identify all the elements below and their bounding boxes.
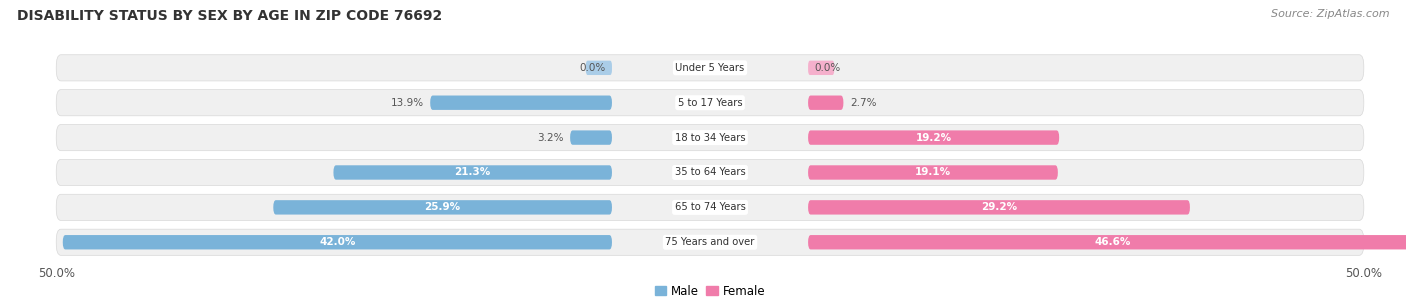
FancyBboxPatch shape bbox=[808, 95, 844, 110]
FancyBboxPatch shape bbox=[56, 55, 1364, 81]
Text: 13.9%: 13.9% bbox=[391, 98, 423, 108]
Text: Under 5 Years: Under 5 Years bbox=[675, 63, 745, 73]
FancyBboxPatch shape bbox=[808, 130, 1059, 145]
Text: 46.6%: 46.6% bbox=[1095, 237, 1130, 247]
Text: 65 to 74 Years: 65 to 74 Years bbox=[675, 202, 745, 212]
Text: 19.2%: 19.2% bbox=[915, 133, 952, 143]
Text: 42.0%: 42.0% bbox=[319, 237, 356, 247]
Text: 29.2%: 29.2% bbox=[981, 202, 1017, 212]
FancyBboxPatch shape bbox=[56, 194, 1364, 220]
Text: 5 to 17 Years: 5 to 17 Years bbox=[678, 98, 742, 108]
FancyBboxPatch shape bbox=[333, 165, 612, 180]
FancyBboxPatch shape bbox=[569, 130, 612, 145]
FancyBboxPatch shape bbox=[273, 200, 612, 215]
Text: 19.1%: 19.1% bbox=[915, 168, 950, 178]
FancyBboxPatch shape bbox=[430, 95, 612, 110]
FancyBboxPatch shape bbox=[808, 60, 834, 75]
Text: Source: ZipAtlas.com: Source: ZipAtlas.com bbox=[1271, 9, 1389, 19]
Text: 25.9%: 25.9% bbox=[425, 202, 461, 212]
FancyBboxPatch shape bbox=[808, 200, 1189, 215]
FancyBboxPatch shape bbox=[586, 60, 612, 75]
Text: 75 Years and over: 75 Years and over bbox=[665, 237, 755, 247]
Text: 21.3%: 21.3% bbox=[454, 168, 491, 178]
Legend: Male, Female: Male, Female bbox=[650, 280, 770, 302]
FancyBboxPatch shape bbox=[808, 165, 1057, 180]
FancyBboxPatch shape bbox=[56, 229, 1364, 255]
FancyBboxPatch shape bbox=[56, 159, 1364, 185]
FancyBboxPatch shape bbox=[56, 125, 1364, 151]
FancyBboxPatch shape bbox=[63, 235, 612, 250]
Text: 0.0%: 0.0% bbox=[579, 63, 606, 73]
Text: 2.7%: 2.7% bbox=[851, 98, 876, 108]
Text: DISABILITY STATUS BY SEX BY AGE IN ZIP CODE 76692: DISABILITY STATUS BY SEX BY AGE IN ZIP C… bbox=[17, 9, 441, 23]
Text: 0.0%: 0.0% bbox=[814, 63, 841, 73]
Text: 18 to 34 Years: 18 to 34 Years bbox=[675, 133, 745, 143]
Text: 3.2%: 3.2% bbox=[537, 133, 564, 143]
FancyBboxPatch shape bbox=[808, 235, 1406, 250]
Text: 35 to 64 Years: 35 to 64 Years bbox=[675, 168, 745, 178]
FancyBboxPatch shape bbox=[56, 90, 1364, 116]
